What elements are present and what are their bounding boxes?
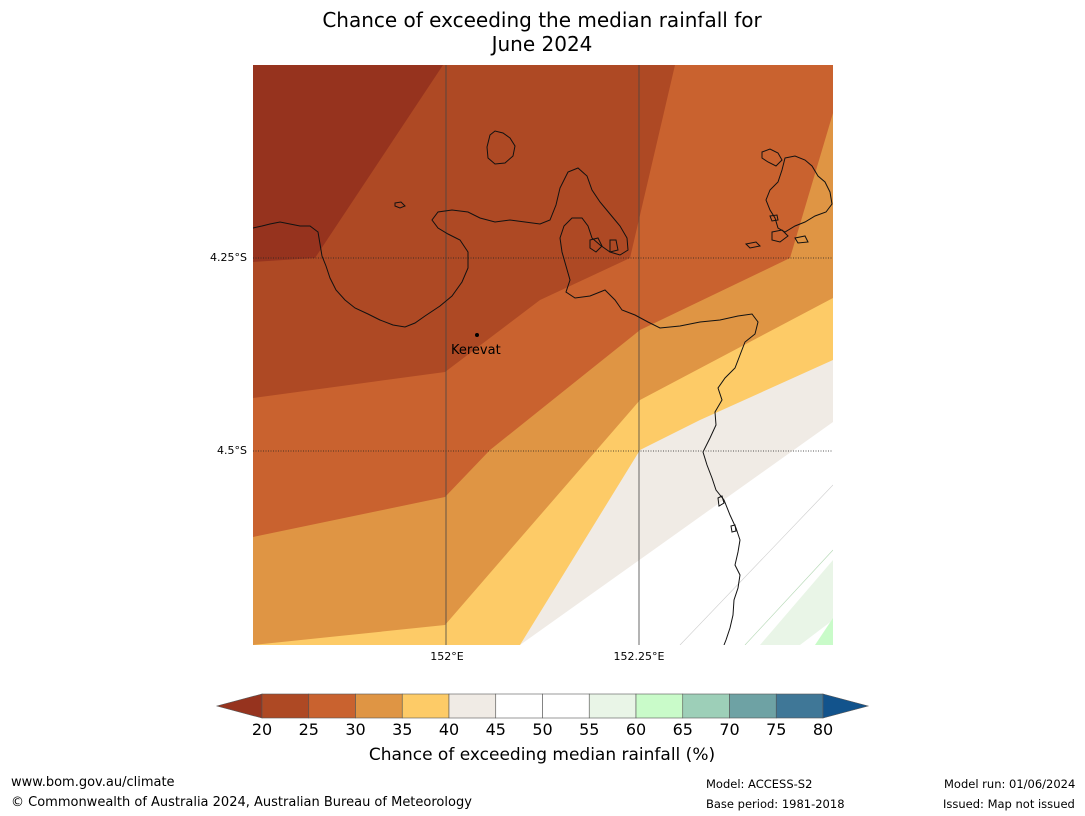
colorbar-title: Chance of exceeding median rainfall (%) <box>368 745 716 765</box>
colorbar-segment-35-40 <box>401 693 450 719</box>
islet-outline <box>717 495 725 507</box>
colorbar-tick-label: 50 <box>532 720 553 739</box>
band-below-20 <box>253 65 443 262</box>
colorbar-segment-50-55 <box>542 693 590 719</box>
inlet-outline <box>589 237 603 253</box>
colorbar-tick-label: 45 <box>485 720 506 739</box>
map-title: Chance of exceeding the median rainfall … <box>242 8 842 56</box>
colorbar-tick-label: 25 <box>298 720 319 739</box>
colorbar-tick-label: 30 <box>345 720 366 739</box>
colorbar-segment-65-70 <box>682 693 730 719</box>
lat-label-4-5: 4.5°S <box>217 444 247 457</box>
islet-outline <box>794 235 809 244</box>
colorbar-tick-label: 20 <box>251 720 273 739</box>
colorbar-segment-70-75 <box>729 693 777 719</box>
islet-outline <box>744 241 762 249</box>
main-coastline <box>253 167 759 645</box>
colorbar-tick-label: 80 <box>812 720 834 739</box>
colorbar-extend-high <box>822 693 870 719</box>
footer-copyright: © Commonwealth of Australia 2024, Austra… <box>11 795 472 810</box>
footer-base-period: Base period: 1981-2018 <box>706 797 845 811</box>
colorbar-segment-30-35 <box>355 693 403 719</box>
colorbar-tick-label: 60 <box>625 720 647 739</box>
islet-outline <box>771 229 789 243</box>
island-outline <box>761 148 783 167</box>
title-line-1: Chance of exceeding the median rainfall … <box>322 8 762 32</box>
lat-label-4-25: 4.25°S <box>210 251 247 264</box>
colorbar-tick-label: 65 <box>672 720 693 739</box>
coastline <box>253 130 833 645</box>
kerevat-marker <box>475 333 479 337</box>
island-outline <box>765 155 833 233</box>
colorbar-segment-60-65 <box>635 693 684 719</box>
colorbar-segment-45-50 <box>495 693 543 719</box>
title-line-2: June 2024 <box>491 32 593 56</box>
footer-model: Model: ACCESS-S2 <box>706 777 813 791</box>
colorbar-segment-55-60 <box>588 693 637 719</box>
colorbar-segment-25-30 <box>308 693 356 719</box>
footer-issued: Issued: Map not issued <box>943 797 1075 811</box>
colorbar-segment-20-25 <box>261 693 310 719</box>
rainfall-probability-bands <box>253 65 833 645</box>
islet-outline <box>730 524 737 533</box>
colorbar-tick-label: 55 <box>579 720 600 739</box>
band-55-60 <box>760 560 833 645</box>
inlet-outline <box>609 239 619 253</box>
island-outline <box>486 130 516 165</box>
gridlines <box>253 65 833 645</box>
islet-outline <box>394 201 406 209</box>
colorbar-tick-label: 35 <box>392 720 413 739</box>
colorbar-segment-75-80 <box>775 693 824 719</box>
colorbar-tick-label: 40 <box>438 720 460 739</box>
colorbar-tick-label: 75 <box>766 720 787 739</box>
contour-line <box>744 549 833 645</box>
colorbar-extend-low <box>215 693 263 719</box>
lon-label-152-25: 152.25°E <box>613 650 665 663</box>
islet-outline <box>769 214 779 222</box>
colorbar-segment-40-45 <box>448 693 497 719</box>
band-60-65 <box>815 618 833 645</box>
footer-website: www.bom.gov.au/climate <box>11 775 175 790</box>
footer-model-run: Model run: 01/06/2024 <box>944 777 1076 791</box>
lon-label-152: 152°E <box>430 650 464 663</box>
place-label-kerevat: Kerevat <box>451 343 501 358</box>
contour-line <box>679 484 833 645</box>
colorbar-segments <box>215 693 870 719</box>
colorbar-tick-label: 70 <box>719 720 740 739</box>
